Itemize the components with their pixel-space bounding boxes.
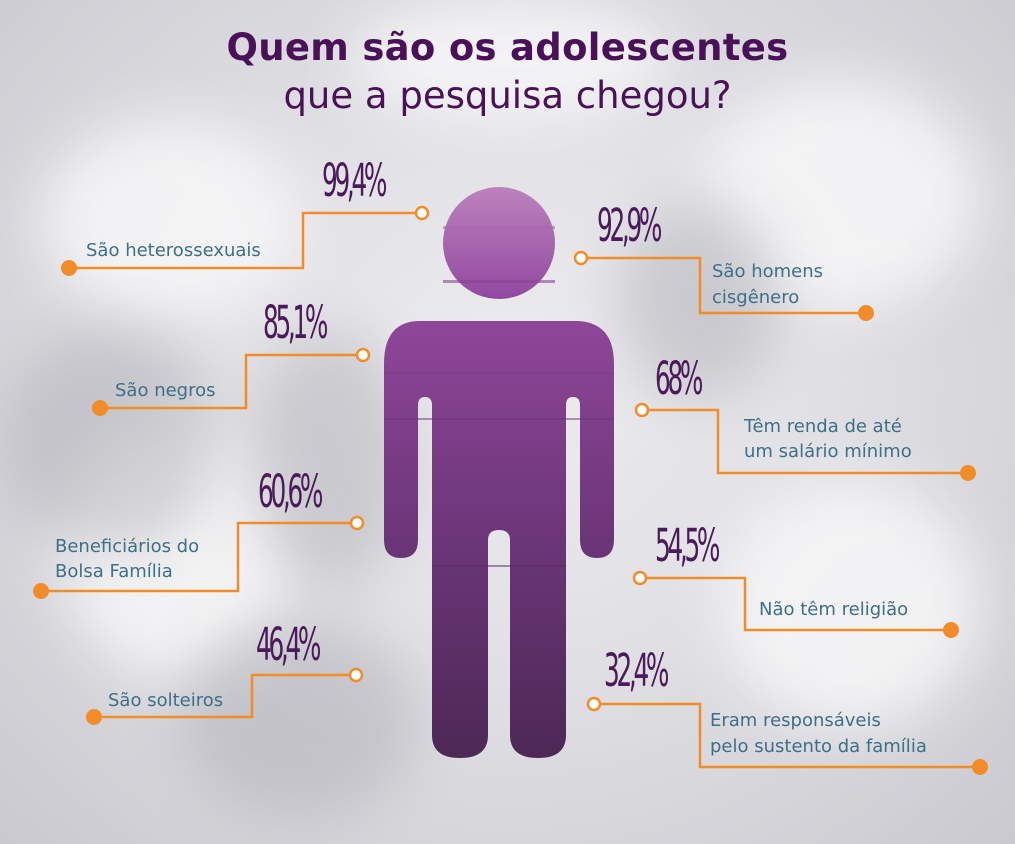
stat-label-bolsa-line2: Bolsa Família	[55, 561, 173, 582]
title-line-2: que a pesquisa chegou?	[283, 74, 732, 117]
stat-label-cisgenero-line1: São homens	[712, 261, 824, 282]
stat-label-renda-line1: Têm renda de até	[744, 416, 902, 437]
stat-label-sustento-line2: pelo sustento da família	[710, 736, 927, 757]
stat-value-renda: 68%	[655, 352, 703, 405]
stat-label-sustento-line1: Eram responsáveis	[710, 710, 881, 731]
stat-value-religiao: 54,5%	[655, 519, 720, 572]
connector-hollow-ends	[348, 205, 650, 712]
stat-value-cisgenero: 92,9%	[597, 199, 662, 252]
stat-label-negros: São negros	[115, 380, 216, 401]
stat-label-cisgenero-line2: cisgênero	[712, 287, 800, 308]
stat-label-bolsa-line1: Beneficiários do	[55, 536, 200, 557]
stat-value-solteiros: 46,4%	[256, 618, 321, 671]
connector-filled-ends	[33, 260, 988, 775]
title-line-1: Quem são os adolescentes	[226, 26, 789, 69]
person-icon	[384, 187, 614, 758]
stat-value-sustento: 32,4%	[604, 644, 669, 697]
stat-value-bolsa-familia: 60,6%	[258, 465, 323, 518]
stat-label-religiao: Não têm religião	[759, 599, 909, 620]
connector-lines	[41, 211, 977, 769]
stat-label-renda-line2: um salário mínimo	[744, 441, 912, 462]
stat-label-solteiros: São solteiros	[108, 690, 224, 711]
stat-label-heterossexuais: São heterossexuais	[86, 240, 261, 261]
stat-value-negros: 85,1%	[263, 296, 328, 349]
stat-value-heterossexuais: 99,4%	[322, 154, 387, 207]
